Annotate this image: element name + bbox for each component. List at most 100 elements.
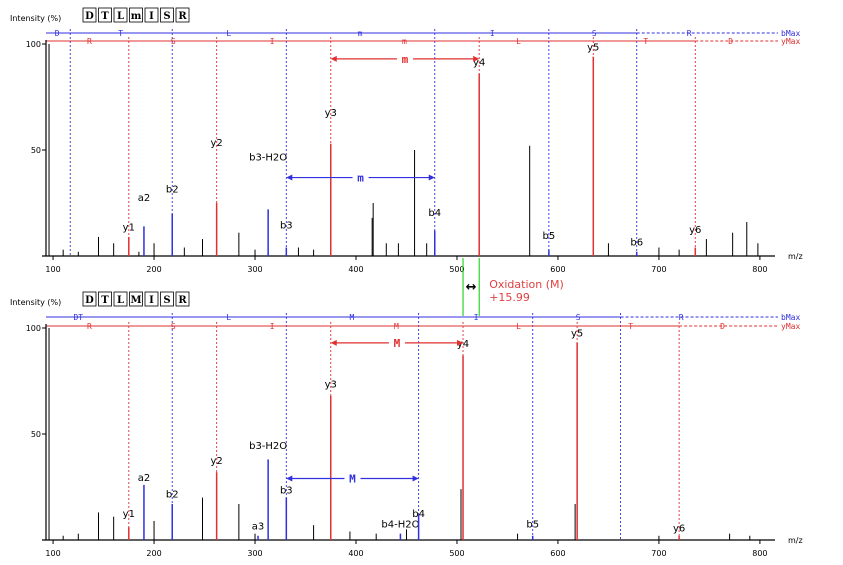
- b-ladder-residue: M: [350, 313, 355, 322]
- x-tick-label: 400: [348, 549, 363, 558]
- sequence-residue: L: [117, 295, 124, 306]
- b-ladder-residue: I: [474, 313, 479, 322]
- x-tick-label: 300: [247, 265, 262, 274]
- ion-peak-label: y1: [123, 509, 135, 520]
- shift-bracket-arrow-left-icon: [330, 55, 337, 62]
- b-ladder-residue: S: [576, 313, 581, 322]
- shift-bracket-label-bg: [352, 170, 369, 183]
- x-tick-label: 100: [45, 265, 60, 274]
- ion-peak-label: b4: [428, 208, 441, 219]
- x-tick-label: 600: [550, 549, 565, 558]
- x-axis-label: m/z: [788, 252, 803, 261]
- x-tick-label: 300: [247, 549, 262, 558]
- ion-peak-label: a3: [252, 522, 265, 533]
- x-tick-label: 200: [146, 265, 161, 274]
- b-ladder-residue: S: [592, 29, 597, 38]
- ion-peak-label: b2: [166, 490, 179, 501]
- sequence-residue: D: [85, 11, 94, 22]
- shift-bracket-arrow-right-icon: [457, 339, 464, 346]
- ion-peak-label: b5: [543, 231, 556, 242]
- ion-peak-label: b4: [412, 509, 425, 520]
- x-tick-label: 200: [146, 549, 161, 558]
- sequence-residue-box: [175, 7, 190, 23]
- y-ladder-residue: R: [87, 322, 92, 331]
- b-ladder-residue: I: [490, 29, 495, 38]
- b-ladder-max-label: bMax: [781, 313, 800, 322]
- ion-peak-label: y5: [587, 42, 599, 53]
- sequence-residue: D: [85, 295, 94, 306]
- sequence-residue-box: [98, 7, 112, 23]
- y-axis-label: Intensity (%): [10, 298, 61, 307]
- ion-peak-label: b3-H2O: [249, 153, 287, 164]
- b-ladder-residue: T: [118, 29, 123, 38]
- y-ladder-residue: T: [628, 322, 633, 331]
- b-ladder-max-label: bMax: [781, 29, 800, 38]
- y-ladder-residue: L: [516, 322, 521, 331]
- ion-peak-label: y2: [211, 138, 223, 149]
- y-tick-label: 50: [31, 146, 41, 155]
- y-ladder-residue: M: [394, 322, 399, 331]
- sequence-residue: R: [178, 295, 187, 306]
- sequence-residue: m: [131, 11, 142, 22]
- ion-peak-label: y1: [123, 223, 135, 234]
- ion-peak-label: y3: [325, 379, 337, 390]
- ion-peak-label: y5: [571, 329, 583, 340]
- x-tick-label: 700: [651, 549, 666, 558]
- y-ladder-residue: R: [87, 37, 92, 46]
- y-tick-label: 100: [26, 40, 41, 49]
- sequence-residue-box: [113, 7, 128, 23]
- sequence-residue-box: [160, 291, 174, 307]
- y-ladder-residue: S: [171, 322, 176, 331]
- sequence-residue: S: [163, 295, 170, 306]
- sequence-residue-box: [82, 7, 97, 23]
- y-ladder-residue: D: [728, 37, 733, 46]
- sequence-residue: T: [101, 11, 109, 22]
- ion-peak-label: y3: [325, 108, 337, 119]
- x-tick-label: 700: [651, 265, 666, 274]
- ion-peak-label: b6: [630, 238, 643, 249]
- b-ladder-residue: R: [679, 313, 684, 322]
- shift-bracket-label-bg: [396, 51, 413, 64]
- ion-peak-label: b3-H2O: [249, 441, 287, 452]
- ion-peak-label: a2: [138, 193, 151, 204]
- shift-label: Oxidation (M): [489, 278, 564, 291]
- b-ladder-residue: L: [226, 313, 231, 322]
- sequence-residue: M: [130, 295, 141, 306]
- ion-peak-label: b3: [280, 485, 293, 496]
- shift-bracket-arrow-right-icon: [473, 55, 480, 62]
- y-ladder-residue: m: [402, 37, 407, 46]
- ion-peak-label: y6: [689, 225, 701, 236]
- shift-bracket-label: m: [357, 172, 364, 185]
- sequence-residue-box: [160, 7, 174, 23]
- x-tick-label: 800: [752, 549, 767, 558]
- b-ladder-residue: R: [687, 29, 692, 38]
- x-tick-label: 600: [550, 265, 565, 274]
- shift-bracket-label: m: [402, 53, 409, 66]
- shift-bracket-arrow-left-icon: [286, 174, 293, 181]
- ion-peak-label: y4: [473, 57, 485, 68]
- sequence-residue-box: [144, 291, 159, 307]
- shift-value: +15.99: [489, 291, 530, 304]
- shift-bracket-arrow-right-icon: [412, 475, 419, 482]
- b-ladder-residue: L: [226, 29, 231, 38]
- y-ladder-residue: I: [270, 322, 275, 331]
- oxidation-shift-annotation: ↔ Oxidation (M) +15.99: [462, 258, 564, 316]
- shift-bracket-arrow-left-icon: [330, 339, 337, 346]
- y-ladder-max-label: yMax: [781, 37, 800, 46]
- y-ladder-residue: I: [270, 37, 275, 46]
- x-tick-label: 400: [348, 265, 363, 274]
- shift-bracket-arrow-left-icon: [286, 475, 293, 482]
- shift-double-arrow-icon: ↔: [466, 280, 477, 295]
- shift-bracket-label-bg: [344, 471, 361, 484]
- y-ladder-residue: S: [171, 37, 176, 46]
- b-ladder-residue: D: [55, 29, 60, 38]
- y-ladder-residue: T: [643, 37, 648, 46]
- sequence-residue-box: [144, 7, 159, 23]
- sequence-residue: I: [149, 11, 154, 22]
- x-tick-label: 500: [449, 549, 464, 558]
- y-ladder-residue: L: [516, 37, 521, 46]
- sequence-residue-box: [98, 291, 112, 307]
